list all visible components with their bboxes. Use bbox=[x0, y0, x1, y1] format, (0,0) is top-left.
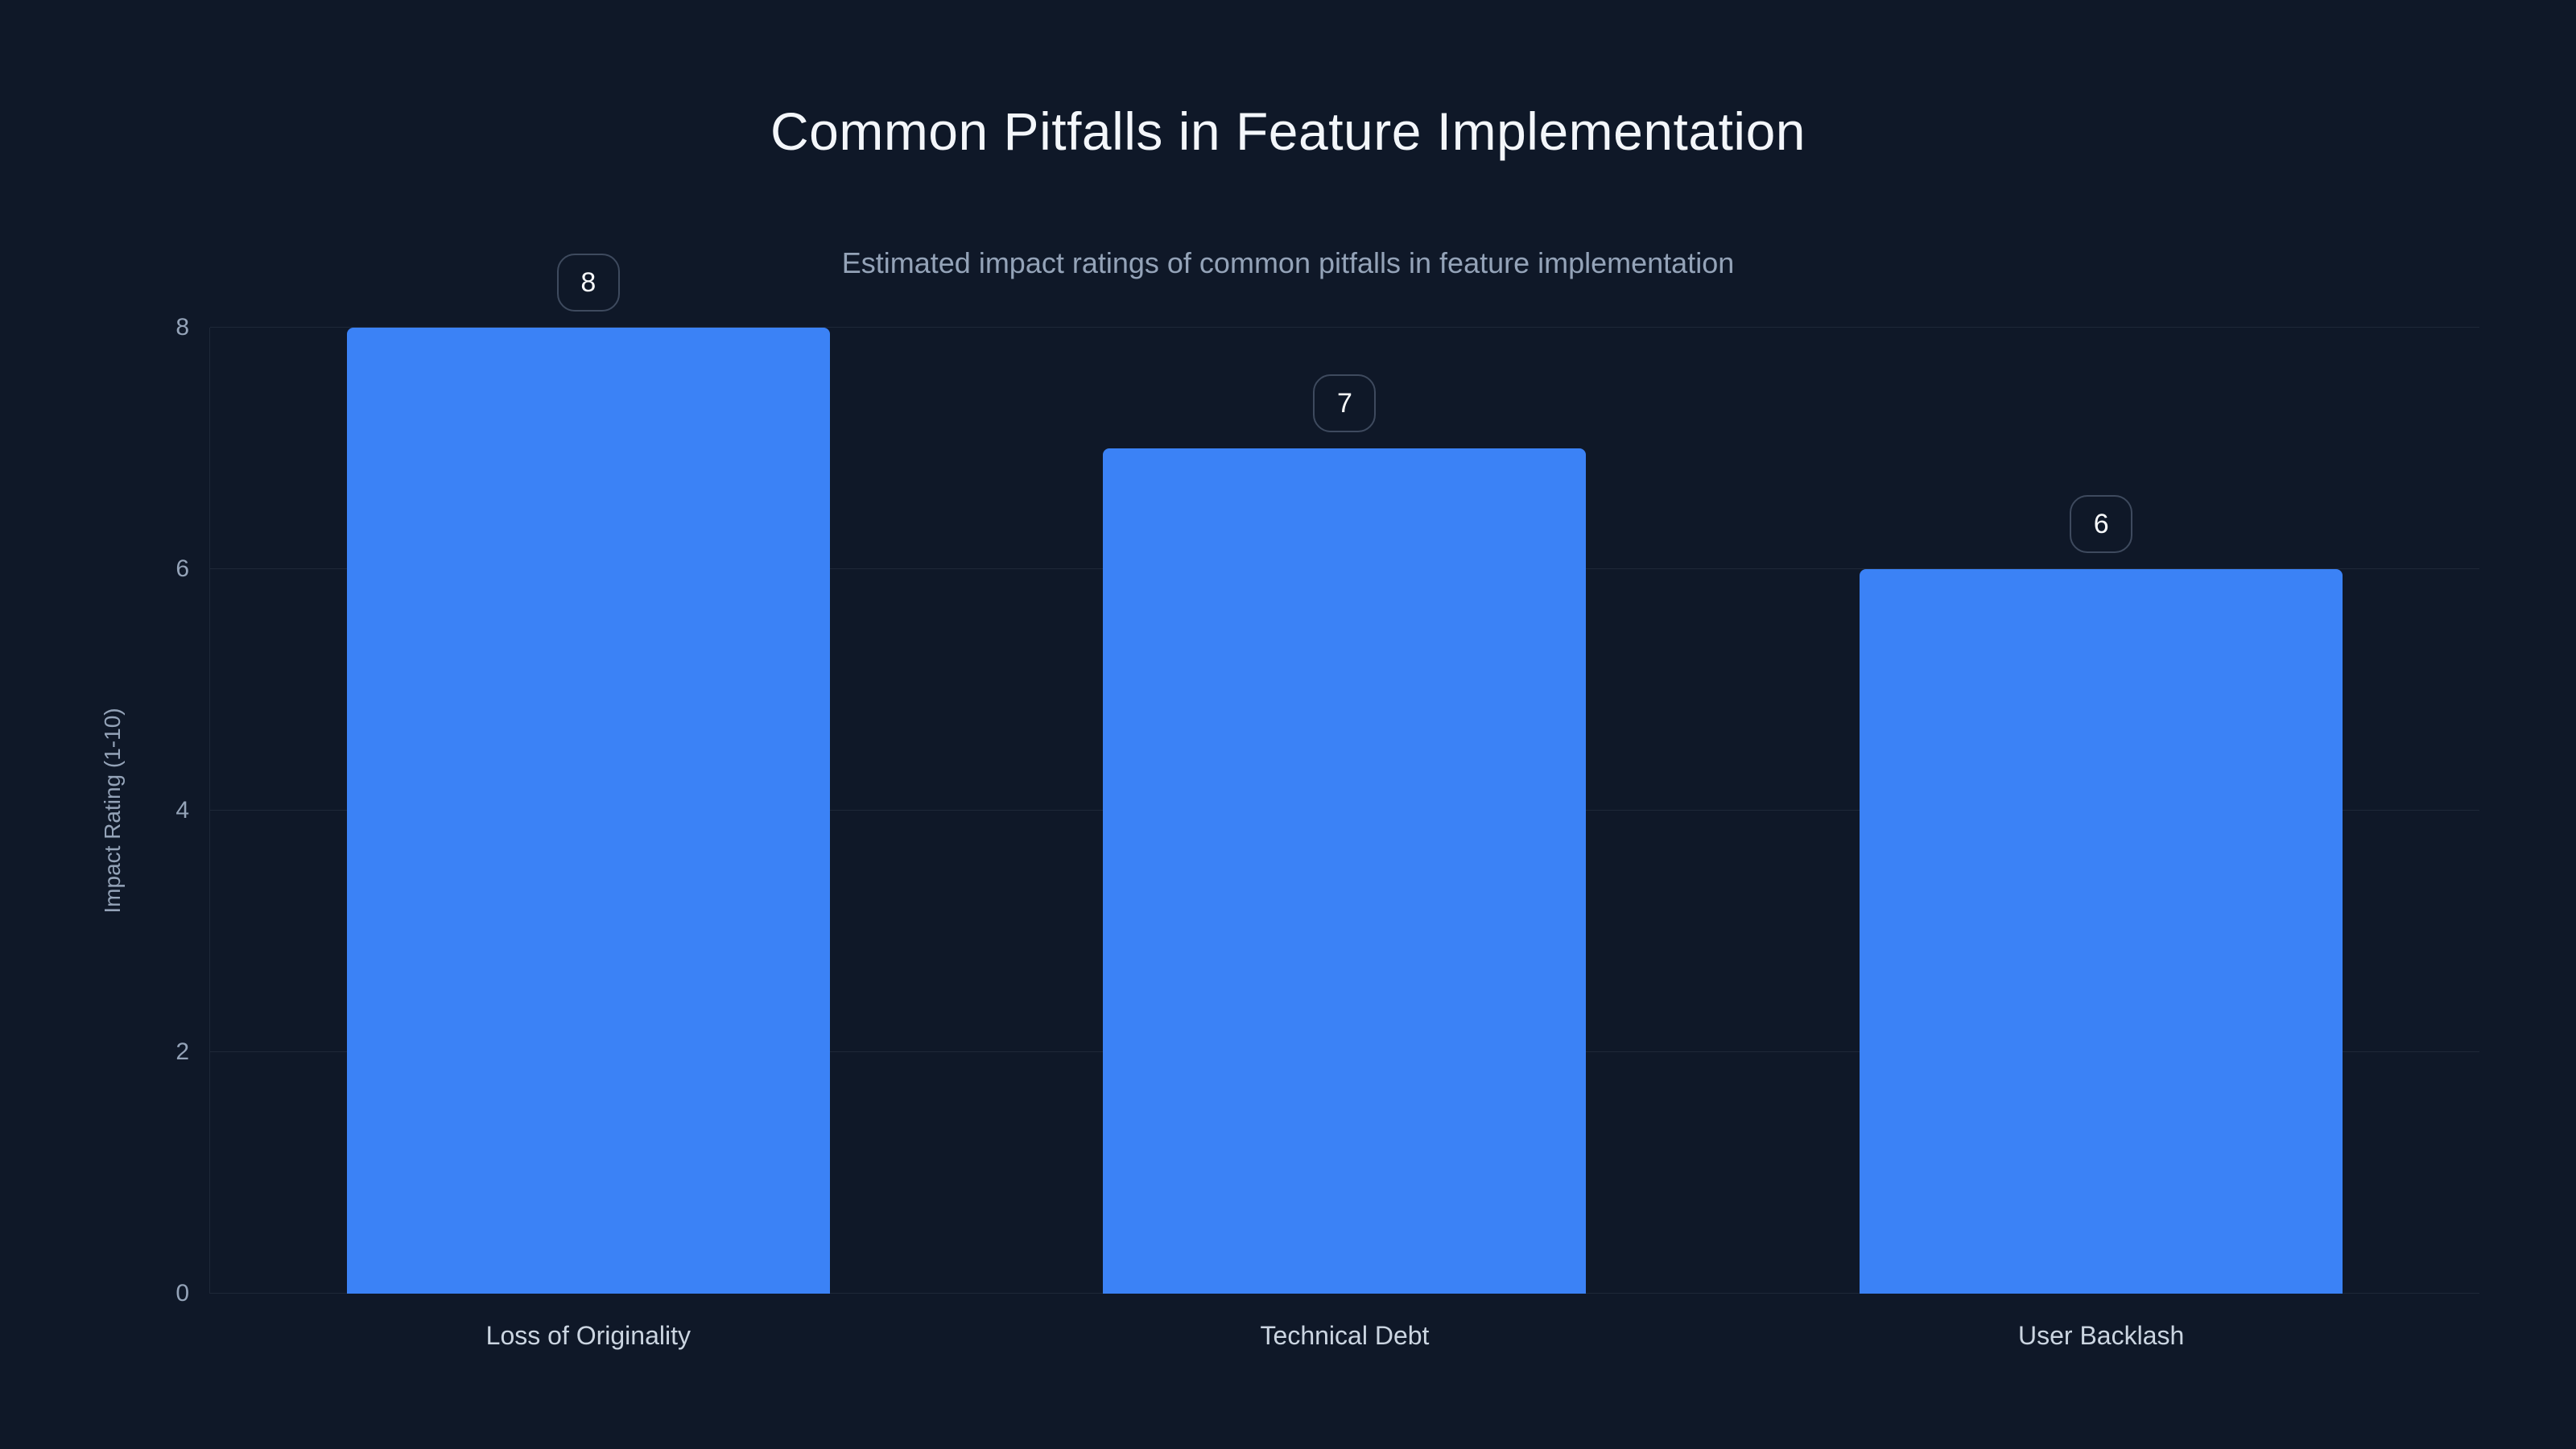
plot-area: 0 2 4 6 8 8 Loss of Originality 7 Technical Debt… bbox=[175, 254, 2479, 1350]
x-axis-label: Loss of Originality bbox=[485, 1321, 691, 1350]
gridline bbox=[210, 327, 2479, 328]
value-badge: 7 bbox=[1313, 374, 1377, 432]
page-title: Common Pitfalls in Feature Implementatio… bbox=[770, 101, 1806, 161]
y-tick-label: 0 bbox=[175, 1280, 189, 1307]
bar bbox=[346, 328, 830, 1294]
bar-group: 6 User Backlash bbox=[1723, 328, 2479, 1350]
bar bbox=[1860, 569, 2343, 1294]
bar bbox=[1103, 448, 1587, 1294]
y-tick-label: 2 bbox=[175, 1038, 189, 1065]
y-tick-label: 4 bbox=[175, 797, 189, 824]
y-tick-label: 8 bbox=[175, 314, 189, 341]
x-axis-label: Technical Debt bbox=[1260, 1321, 1430, 1350]
value-badge: 6 bbox=[2070, 495, 2133, 553]
value-badge: 8 bbox=[556, 254, 620, 312]
x-axis-label: User Backlash bbox=[2018, 1321, 2185, 1350]
y-tick-label: 6 bbox=[175, 555, 189, 582]
bar-group: 7 Technical Debt bbox=[967, 328, 1724, 1350]
chart-subtitle: Estimated impact ratings of common pitfa… bbox=[841, 246, 1735, 279]
bar-group: 8 Loss of Originality bbox=[210, 254, 967, 1350]
